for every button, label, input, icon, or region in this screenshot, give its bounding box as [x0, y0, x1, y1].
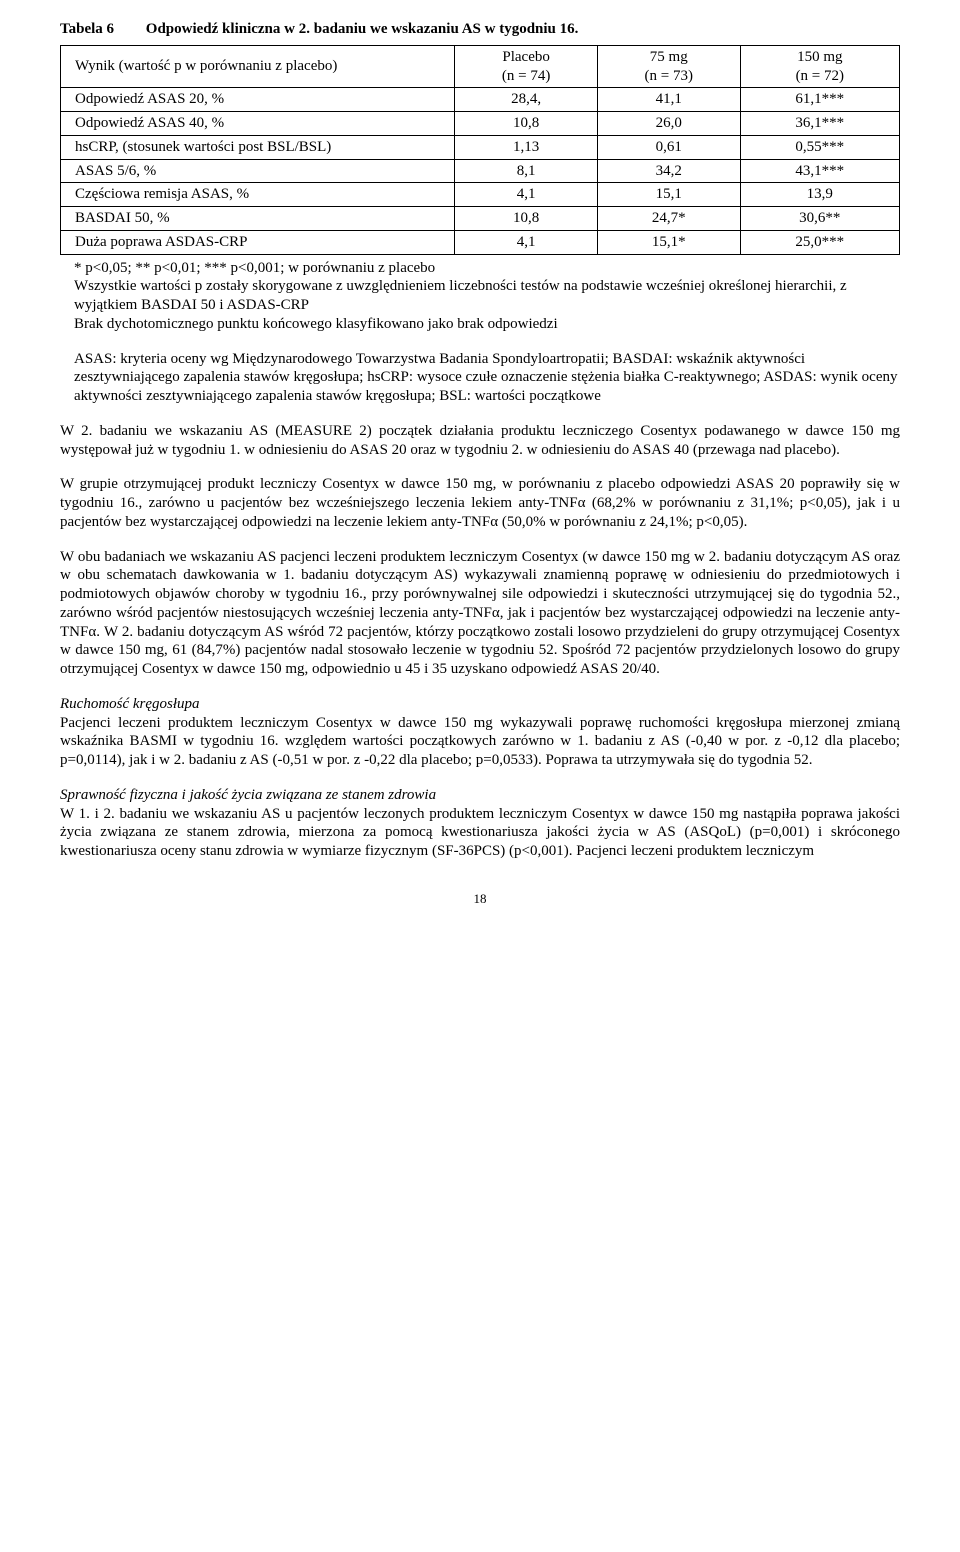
cell: 28,4,	[455, 88, 598, 112]
cell: 10,8	[455, 112, 598, 136]
table-row: BASDAI 50, % 10,8 24,7* 30,6**	[61, 207, 900, 231]
table-row: Odpowiedź ASAS 20, % 28,4, 41,1 61,1***	[61, 88, 900, 112]
row-label: Duża poprawa ASDAS-CRP	[61, 230, 455, 254]
col-0-header: Wynik (wartość p w porównaniu z placebo)	[61, 45, 455, 88]
row-label: Odpowiedź ASAS 20, %	[61, 88, 455, 112]
row-label: ASAS 5/6, %	[61, 159, 455, 183]
table-row: Częściowa remisja ASAS, % 4,1 15,1 13,9	[61, 183, 900, 207]
table-row: Odpowiedź ASAS 40, % 10,8 26,0 36,1***	[61, 112, 900, 136]
col-1-header: Placebo (n = 74)	[455, 45, 598, 88]
body-para-4: Pacjenci leczeni produktem leczniczym Co…	[60, 714, 900, 770]
cell: 26,0	[597, 112, 740, 136]
body-para-5: W 1. i 2. badaniu we wskazaniu AS u pacj…	[60, 805, 900, 861]
cell: 15,1	[597, 183, 740, 207]
body-para-3: W obu badaniach we wskazaniu AS pacjenci…	[60, 548, 900, 679]
col-1-line2: (n = 74)	[502, 68, 550, 84]
cell: 10,8	[455, 207, 598, 231]
cell: 4,1	[455, 183, 598, 207]
col-2-header: 75 mg (n = 73)	[597, 45, 740, 88]
footnote-sig: * p<0,05; ** p<0,01; *** p<0,001; w poró…	[74, 259, 900, 278]
col-3-header: 150 mg (n = 72)	[740, 45, 899, 88]
col-1-line1: Placebo	[502, 49, 549, 65]
cell: 13,9	[740, 183, 899, 207]
cell: 61,1***	[740, 88, 899, 112]
cell: 24,7*	[597, 207, 740, 231]
row-label: Odpowiedź ASAS 40, %	[61, 112, 455, 136]
cell: 34,2	[597, 159, 740, 183]
table-caption: Odpowiedź kliniczna w 2. badaniu we wska…	[146, 21, 579, 37]
cell: 25,0***	[740, 230, 899, 254]
cell: 41,1	[597, 88, 740, 112]
table-row: ASAS 5/6, % 8,1 34,2 43,1***	[61, 159, 900, 183]
footnote-abbrev: ASAS: kryteria oceny wg Międzynarodowego…	[74, 350, 900, 406]
table-header-row: Wynik (wartość p w porównaniu z placebo)…	[61, 45, 900, 88]
col-2-line1: 75 mg	[650, 49, 688, 65]
page-number: 18	[60, 891, 900, 907]
body-para-2: W grupie otrzymującej produkt leczniczy …	[60, 475, 900, 531]
col-2-line2: (n = 73)	[645, 68, 693, 84]
cell: 30,6**	[740, 207, 899, 231]
col-3-line2: (n = 72)	[796, 68, 844, 84]
cell: 43,1***	[740, 159, 899, 183]
heading-qol: Sprawność fizyczna i jakość życia związa…	[60, 787, 436, 803]
cell: 36,1***	[740, 112, 899, 136]
cell: 1,13	[455, 135, 598, 159]
cell: 0,55***	[740, 135, 899, 159]
footnote-adj: Wszystkie wartości p zostały skorygowane…	[74, 277, 900, 315]
footnote-na: Brak dychotomicznego punktu końcowego kl…	[74, 315, 900, 334]
table-label: Tabela 6	[60, 21, 114, 37]
heading-mobility: Ruchomość kręgosłupa	[60, 696, 200, 712]
cell: 0,61	[597, 135, 740, 159]
row-label: Częściowa remisja ASAS, %	[61, 183, 455, 207]
col-3-line1: 150 mg	[797, 49, 842, 65]
cell: 15,1*	[597, 230, 740, 254]
cell: 8,1	[455, 159, 598, 183]
table-footnotes: * p<0,05; ** p<0,01; *** p<0,001; w poró…	[60, 259, 900, 406]
body-para-1: W 2. badaniu we wskazaniu AS (MEASURE 2)…	[60, 422, 900, 460]
table-6: Wynik (wartość p w porównaniu z placebo)…	[60, 45, 900, 255]
row-label: BASDAI 50, %	[61, 207, 455, 231]
table-row: Duża poprawa ASDAS-CRP 4,1 15,1* 25,0***	[61, 230, 900, 254]
table-6-title: Tabela 6 Odpowiedź kliniczna w 2. badani…	[60, 20, 900, 39]
cell: 4,1	[455, 230, 598, 254]
table-row: hsCRP, (stosunek wartości post BSL/BSL) …	[61, 135, 900, 159]
row-label: hsCRP, (stosunek wartości post BSL/BSL)	[61, 135, 455, 159]
